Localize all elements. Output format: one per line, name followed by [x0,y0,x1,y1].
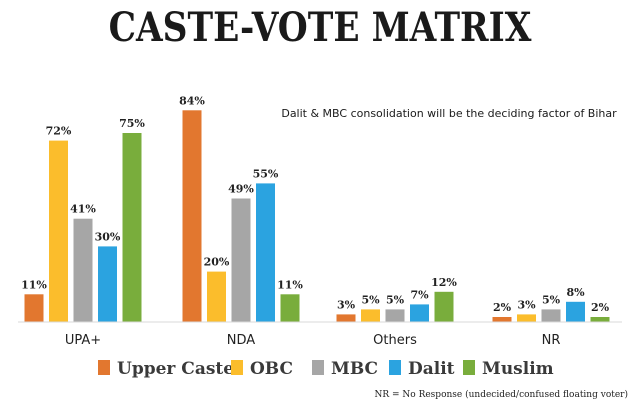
value-label: 11% [277,278,303,291]
value-label: 5% [386,293,405,306]
footnote: NR = No Response (undecided/confused flo… [374,390,628,400]
bar-obc-upa [49,140,68,322]
bar-upper-caste-upa [24,294,44,322]
value-label: 30% [95,230,121,243]
value-label: 12% [431,276,457,289]
value-label: 55% [253,167,279,180]
legend-label: Muslim [482,359,554,379]
value-label: 84% [179,94,205,107]
legend: Upper Caste OBC MBC Dalit Muslim [98,359,554,379]
bar-upper-caste-nda [182,110,202,322]
legend-swatch [98,360,110,375]
bar-upper-caste-others [336,314,356,322]
legend-swatch [312,360,324,375]
bar-dalit-upa [98,246,117,322]
category-label: NR [542,333,561,348]
legend-label: MBC [331,359,378,379]
value-label: 7% [410,288,429,301]
value-label: 5% [542,293,561,306]
value-label: 2% [591,301,610,314]
value-label: 20% [204,256,230,269]
legend-swatch [231,360,243,375]
bar-muslim-nr [590,317,610,322]
legend-swatch [389,360,401,375]
category-label: Others [373,333,417,348]
category-labels-layer: UPA+ NDA Others NR [65,333,561,348]
category-label: NDA [227,333,256,348]
bar-obc-others [361,309,380,322]
legend-label: Dalit [408,359,455,379]
bar-muslim-upa [122,133,142,322]
value-labels-layer: 11% 72% 41% 30% 75% 84% 20% 49% 55% 11% 3% 5% 5% 7%12… [21,94,609,314]
legend-label: OBC [250,359,293,379]
bar-upper-caste-nr [492,317,512,322]
legend-label: Upper Caste [117,359,234,379]
bar-obc-nda [207,271,226,322]
bar-dalit-others [410,304,429,322]
bar-muslim-others [434,291,454,322]
chart-annotation: Dalit & MBC consolidation will be the de… [281,107,617,120]
bar-muslim-nda [280,294,300,322]
value-label: 8% [566,286,585,299]
value-label: 41% [70,203,96,216]
category-label: UPA+ [65,333,101,348]
bar-mbc-nr [541,309,561,322]
bar-obc-nr [517,314,536,322]
value-label: 72% [46,125,72,138]
value-label: 3% [337,298,356,311]
value-label: 75% [119,117,145,130]
bar-mbc-nda [231,198,251,322]
value-label: 2% [493,301,512,314]
bar-mbc-others [385,309,405,322]
chart-title: CASTE-VOTE MATRIX [108,4,532,51]
bar-mbc-upa [73,218,93,322]
bar-dalit-nr [566,301,585,322]
bars-layer [24,110,610,322]
value-label: 49% [228,183,254,196]
legend-swatch [463,360,475,375]
value-label: 3% [517,298,536,311]
value-label: 11% [21,278,47,291]
bar-dalit-nda [256,183,275,322]
value-label: 5% [361,293,380,306]
